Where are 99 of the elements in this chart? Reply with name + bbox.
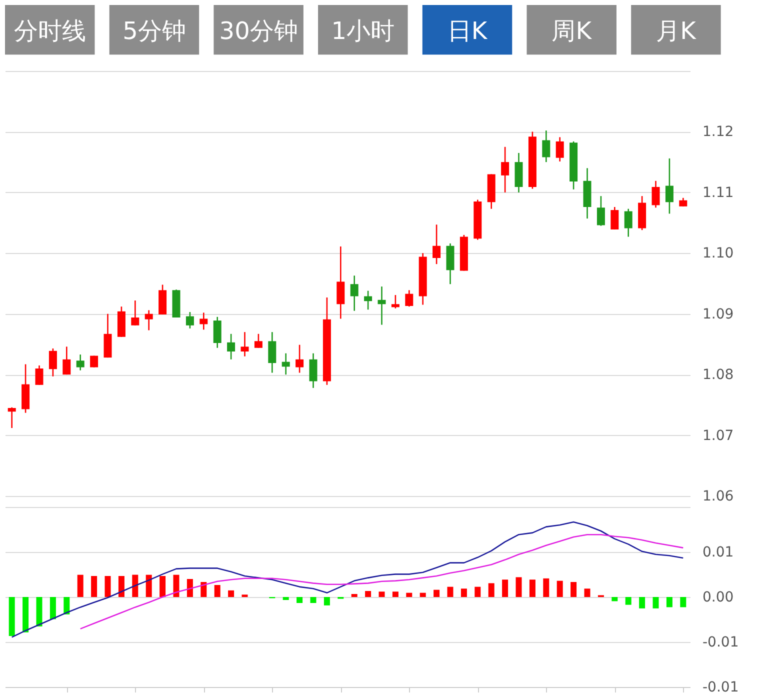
- candlestick: [364, 290, 372, 310]
- bar: [310, 597, 316, 603]
- bar: [392, 592, 398, 597]
- candlestick: [624, 208, 632, 238]
- candlestick: [104, 313, 112, 358]
- bar: [460, 588, 467, 597]
- bar: [160, 576, 166, 597]
- bar: [447, 586, 454, 597]
- y-tick-label: 1.12: [702, 124, 734, 140]
- candlestick: [665, 158, 674, 214]
- y-tick-label: 0.00: [702, 590, 734, 606]
- bar: [173, 574, 180, 597]
- bar: [543, 578, 550, 597]
- bar: [516, 577, 522, 597]
- y-tick-label: 1.10: [702, 246, 734, 262]
- y-tick-label: 1.06: [702, 488, 734, 504]
- candlestick: [296, 344, 304, 374]
- bar: [378, 592, 385, 597]
- candlestick: [62, 346, 71, 376]
- candlestick: [350, 274, 358, 312]
- bar: [146, 574, 152, 597]
- candlestick: [8, 406, 16, 429]
- bar: [132, 574, 138, 597]
- bar: [186, 579, 193, 597]
- text: 月K: [656, 17, 698, 45]
- bar: [365, 591, 372, 597]
- text: 1小时: [331, 17, 395, 45]
- candlestick: [542, 130, 550, 163]
- y-tick-label: -0.01: [702, 634, 739, 650]
- bar: [200, 582, 207, 597]
- bar: [612, 597, 618, 602]
- candlestick: [90, 355, 98, 368]
- bar: [118, 576, 124, 597]
- text: 分时线: [14, 17, 86, 45]
- text: 5分钟: [122, 17, 186, 45]
- candlestick: [213, 316, 222, 349]
- bar: [570, 582, 577, 597]
- candlestick: [144, 310, 153, 331]
- text: 30分钟: [219, 17, 298, 45]
- candlestick: [556, 136, 564, 162]
- bar: [434, 590, 440, 597]
- bar: [556, 580, 563, 597]
- bar: [8, 597, 15, 636]
- candlestick: [596, 195, 605, 226]
- candlestick: [268, 331, 276, 374]
- candlestick: [240, 331, 249, 358]
- y-tick-label: -0.01: [702, 680, 739, 696]
- bar: [625, 597, 632, 605]
- y-tick-label: 1.08: [702, 367, 734, 384]
- bar: [104, 576, 111, 597]
- bar: [77, 574, 84, 597]
- bar: [639, 597, 646, 608]
- bar: [351, 594, 358, 597]
- bar: [502, 580, 508, 597]
- candlestick: [227, 333, 236, 360]
- candlestick: [200, 312, 208, 330]
- line-series: [11, 521, 684, 638]
- bar: [91, 576, 98, 597]
- candlestick: [652, 180, 660, 208]
- candlestick: [378, 286, 386, 326]
- y-tick-label: 1.11: [702, 184, 734, 201]
- bar: [50, 597, 56, 620]
- candlestick: [309, 352, 318, 389]
- candlestick: [391, 294, 400, 310]
- text: 日K: [447, 17, 488, 45]
- line-series: [80, 534, 684, 630]
- bar: [680, 597, 686, 608]
- bar: [529, 580, 536, 597]
- y-tick-label: 0.01: [702, 544, 734, 560]
- candlestick: [254, 333, 262, 349]
- candlestick: [610, 206, 619, 230]
- candlestick: [186, 311, 194, 330]
- bar: [228, 590, 234, 597]
- candlestick: [501, 146, 510, 194]
- bar: [214, 585, 220, 597]
- candlestick: [432, 224, 441, 265]
- bar: [406, 592, 412, 597]
- candlestick: [336, 246, 345, 320]
- candlestick: [76, 354, 84, 371]
- bar: [488, 583, 494, 597]
- candlestick: [131, 300, 140, 326]
- bar: [64, 597, 70, 614]
- bar: [282, 597, 289, 600]
- bar: [22, 597, 29, 632]
- bar: [36, 597, 42, 626]
- bar: [296, 597, 303, 603]
- candlestick: [48, 348, 57, 378]
- bar: [584, 588, 590, 597]
- bar: [666, 597, 672, 608]
- candlestick: [405, 290, 414, 308]
- y-tick-label: 1.07: [702, 428, 734, 444]
- candlestick: [35, 364, 44, 386]
- bar: [420, 592, 426, 597]
- text: 周K: [552, 17, 593, 45]
- bar: [474, 586, 481, 597]
- bar: [324, 597, 330, 606]
- candlestick: [282, 352, 290, 376]
- bar: [652, 597, 659, 608]
- y-tick-label: 1.09: [702, 306, 734, 322]
